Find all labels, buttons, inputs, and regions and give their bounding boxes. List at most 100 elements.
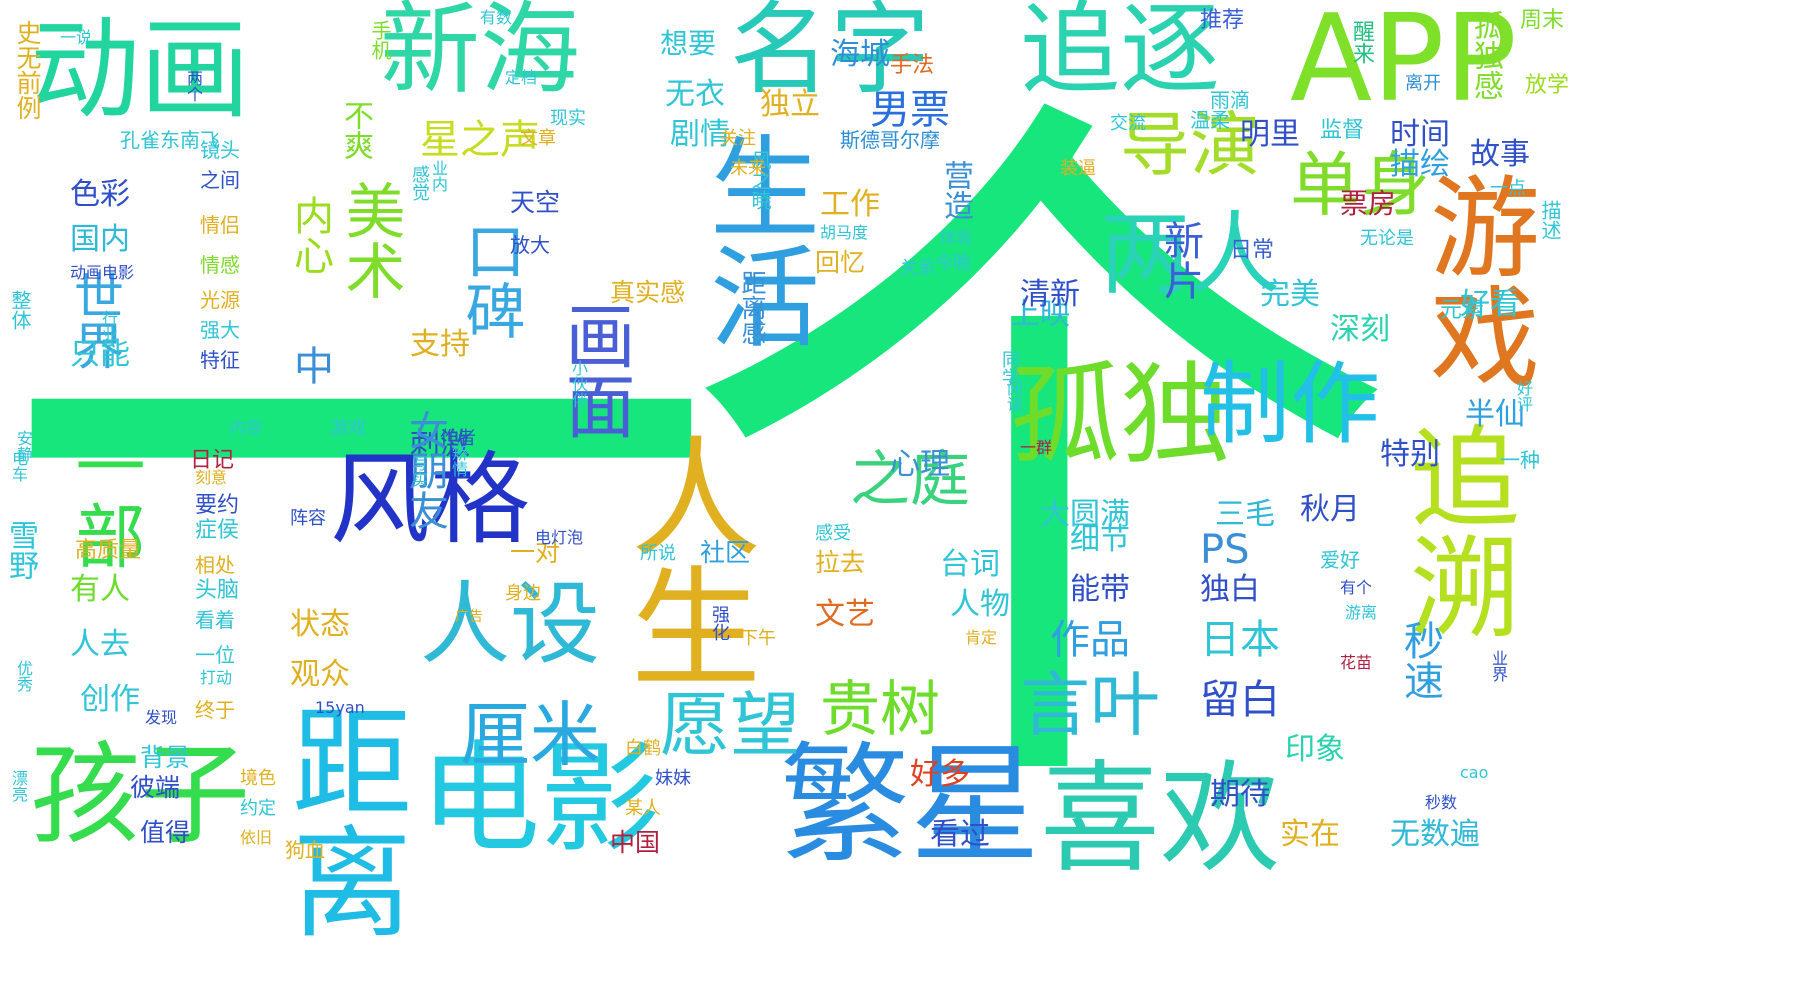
word-126: 情侣 — [200, 213, 240, 237]
word-45: 放学 — [1525, 73, 1570, 98]
word-76: 台词 — [940, 547, 1000, 582]
word-110: 文章 — [520, 128, 556, 149]
word-117: 支持 — [410, 327, 470, 362]
word-187: 依旧 — [240, 828, 273, 847]
word-196: 两个 — [184, 70, 203, 102]
word-75: 细节 — [1070, 522, 1130, 557]
word-73: 秋月 — [1300, 492, 1360, 527]
word-138: 阅读 — [1004, 380, 1023, 412]
word-197: 内容 — [230, 418, 263, 437]
word-62: 完美 — [1260, 277, 1320, 312]
word-133: 小伙伴 — [569, 360, 588, 408]
word-171: 彼端 — [130, 773, 181, 802]
word-58: 心理 — [890, 447, 950, 482]
word-172: 值得 — [140, 818, 191, 847]
word-124: 镜头 — [200, 138, 240, 162]
word-191: 安静 — [14, 430, 33, 462]
word-176: 要约 — [195, 493, 240, 518]
word-19: 美术 — [335, 180, 405, 300]
word-173: 高质量 — [75, 538, 142, 563]
word-192: 优秀 — [14, 660, 33, 692]
word-53: 描绘 — [1390, 147, 1450, 182]
word-156: 花苗 — [1340, 653, 1373, 672]
word-35: 海城 — [830, 37, 890, 72]
word-86: 期待 — [1210, 777, 1270, 812]
word-174: 日记 — [190, 448, 235, 473]
word-12: 人生 — [609, 430, 761, 690]
word-102: 回忆 — [815, 248, 866, 277]
word-112: 想要 — [660, 27, 717, 60]
word-193: 漂亮 — [9, 770, 28, 802]
word-114: 定档 — [505, 68, 538, 87]
word-121: 观众 — [290, 657, 350, 692]
word-71: 特别 — [1380, 437, 1440, 472]
word-99: 风之暁 — [748, 150, 772, 210]
word-16: 单身 — [1290, 144, 1430, 226]
word-143: 所说 — [640, 543, 676, 564]
word-131: 感觉 — [409, 165, 430, 201]
word-142: 阵容 — [290, 508, 326, 529]
word-32: 星之声 — [420, 117, 540, 163]
word-4: 名字 — [730, 0, 930, 108]
word-47: 醒来 — [1349, 20, 1374, 64]
word-104: 今晚 — [935, 253, 971, 274]
word-122: 手机 — [368, 20, 392, 60]
word-120: 状态 — [290, 607, 350, 642]
word-186: 约定 — [240, 798, 276, 819]
word-103: 胡马度 — [820, 223, 869, 242]
word-63: 深刻 — [1330, 312, 1390, 347]
word-165: 行业 — [99, 310, 118, 342]
word-88: 无数遍 — [1390, 817, 1480, 852]
word-27: 之庭 — [850, 445, 970, 515]
word-70: 一种 — [1500, 448, 1540, 472]
word-92: 文艺 — [815, 597, 875, 632]
word-61: 清新 — [1020, 277, 1080, 312]
word-134: 作者 — [440, 428, 476, 449]
word-83: 秒速 — [1397, 620, 1443, 700]
word-164: 动画电影 — [70, 263, 135, 282]
word-113: 有数 — [480, 8, 513, 27]
word-60: 日常 — [1230, 238, 1275, 263]
word-20: 画面 — [554, 300, 636, 440]
word-98: 放大 — [510, 233, 550, 257]
word-66: 描述 — [1538, 200, 1562, 240]
word-188: 狗血 — [285, 838, 325, 862]
word-190: 电车 — [9, 450, 28, 482]
word-169: 创作 — [80, 682, 140, 717]
word-giant-yige: 一个 — [0, 41, 1400, 879]
word-105: 体验 — [940, 228, 973, 247]
word-69: 半仙 — [1465, 397, 1525, 432]
word-52: 交流 — [1110, 113, 1146, 134]
word-119: 女朋友 — [402, 410, 448, 530]
word-0: 孤独 — [1010, 351, 1230, 479]
word-139: 一群 — [1020, 438, 1053, 457]
word-40: 时间 — [1390, 117, 1450, 152]
word-127: 情感 — [200, 253, 240, 277]
word-23: 厘米 — [460, 694, 600, 776]
word-94: 感受 — [815, 523, 851, 544]
word-194: 史无前例 — [13, 20, 42, 120]
word-137: 同学 — [999, 350, 1020, 386]
word-108: 未来 — [730, 158, 766, 179]
word-64: 好看 — [1460, 287, 1520, 322]
word-109: 关注 — [720, 128, 756, 149]
word-81: 作品 — [1050, 617, 1130, 663]
word-80: 人物 — [950, 587, 1010, 622]
word-7: 孩子 — [30, 731, 250, 859]
word-182: 打动 — [200, 668, 233, 687]
word-152: 爱好 — [1320, 548, 1360, 572]
word-13: 导演 — [1120, 104, 1260, 186]
word-180: 看着 — [195, 608, 235, 632]
word-72: 三毛 — [1215, 497, 1275, 532]
word-65: 元素 — [1440, 298, 1485, 323]
word-21: 口碑 — [455, 220, 525, 340]
word-3: 新海 — [380, 0, 580, 108]
word-38: 男票 — [870, 87, 950, 133]
word-41: 故事 — [1470, 137, 1530, 172]
word-1: 电影 — [420, 730, 660, 869]
word-161: 色彩 — [70, 177, 130, 212]
word-55: 营造 — [938, 160, 973, 220]
word-195: 一说 — [60, 28, 93, 47]
word-95: 社区 — [700, 538, 751, 567]
word-101: 真实感 — [610, 278, 686, 307]
